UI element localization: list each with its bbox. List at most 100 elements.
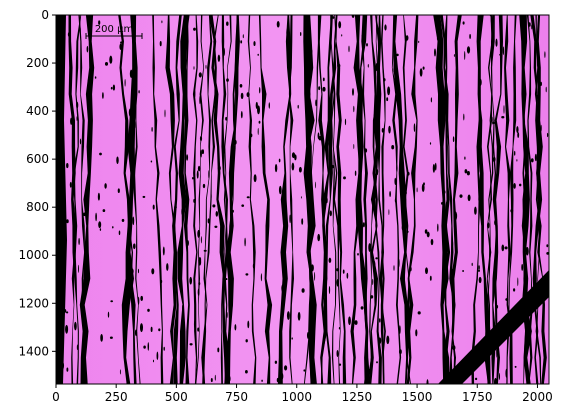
pore <box>510 209 513 213</box>
pore <box>337 64 340 68</box>
x-tick-label: 1500 <box>402 390 433 404</box>
pore <box>363 222 365 227</box>
pore <box>233 138 236 145</box>
pore <box>203 380 204 386</box>
pore <box>474 207 477 215</box>
pore <box>418 311 421 314</box>
pore <box>129 245 130 250</box>
pore <box>454 212 457 221</box>
pore <box>393 265 394 271</box>
pore <box>151 268 154 274</box>
pore <box>119 230 121 235</box>
y-tick-label: 800 <box>26 200 49 214</box>
pore <box>463 114 464 121</box>
pore <box>332 16 334 19</box>
pore <box>352 88 354 96</box>
x-tick-label: 750 <box>225 390 248 404</box>
pore <box>437 38 440 40</box>
pore <box>66 163 68 168</box>
x-tick-label: 2000 <box>522 390 553 404</box>
x-axis: 0 250 500 750 1000 1250 1500 1750 2000 <box>52 384 553 404</box>
y-tick-label: 1200 <box>18 296 49 310</box>
pore <box>233 115 236 120</box>
pore <box>353 106 354 112</box>
pore <box>90 110 92 115</box>
pore <box>546 87 547 93</box>
pore <box>259 87 260 93</box>
pore <box>161 20 162 23</box>
pore <box>87 46 89 53</box>
pore <box>399 349 402 354</box>
pore <box>494 378 497 387</box>
pore <box>215 375 216 381</box>
pore <box>516 126 518 133</box>
pore <box>194 320 196 329</box>
pore <box>151 327 153 332</box>
pore <box>369 369 371 372</box>
pore <box>160 41 162 46</box>
pore <box>528 22 530 27</box>
pore <box>519 184 521 187</box>
pore <box>439 98 442 101</box>
pore <box>354 320 357 325</box>
pore <box>198 166 200 172</box>
pore <box>376 169 378 175</box>
pore <box>478 270 480 272</box>
pore <box>186 154 188 161</box>
pore <box>329 286 330 294</box>
pore <box>78 238 80 245</box>
pore <box>479 277 482 283</box>
pore <box>281 373 283 380</box>
pore <box>478 265 479 270</box>
pore <box>113 85 115 91</box>
pore <box>197 230 200 238</box>
pore <box>129 108 132 116</box>
pore <box>427 232 430 238</box>
pore <box>386 97 388 101</box>
pore <box>135 329 137 335</box>
pore <box>386 336 389 345</box>
pore <box>226 278 228 280</box>
pore <box>319 136 322 140</box>
pore <box>216 211 218 217</box>
pore <box>492 122 495 125</box>
pore <box>275 361 277 364</box>
pore <box>330 141 331 146</box>
pore <box>396 54 398 57</box>
pore <box>526 247 529 256</box>
pore <box>301 218 303 225</box>
pore <box>430 142 431 144</box>
pore <box>245 273 248 275</box>
pore <box>279 159 281 163</box>
pore <box>232 210 234 213</box>
pore <box>395 198 397 202</box>
pore <box>261 380 263 382</box>
pore <box>377 95 379 100</box>
pore <box>330 210 332 216</box>
pore <box>132 216 134 225</box>
pore <box>166 263 168 271</box>
pore <box>416 129 417 136</box>
pore <box>163 247 165 256</box>
pore <box>454 225 456 228</box>
pore <box>120 41 123 43</box>
pore <box>75 227 77 232</box>
pore <box>88 78 90 85</box>
pore <box>310 49 313 55</box>
pore <box>407 172 409 176</box>
pore <box>414 123 416 132</box>
pore <box>430 276 432 281</box>
pore <box>164 347 165 351</box>
pore <box>343 176 346 179</box>
pore <box>517 277 518 286</box>
pore <box>399 325 401 334</box>
pore <box>373 261 375 268</box>
pore <box>133 243 136 249</box>
pore <box>318 86 320 90</box>
pore <box>66 367 68 371</box>
pore <box>284 365 287 370</box>
pore <box>464 156 465 159</box>
pore <box>444 358 446 365</box>
pore <box>226 22 229 26</box>
pore <box>287 311 290 320</box>
